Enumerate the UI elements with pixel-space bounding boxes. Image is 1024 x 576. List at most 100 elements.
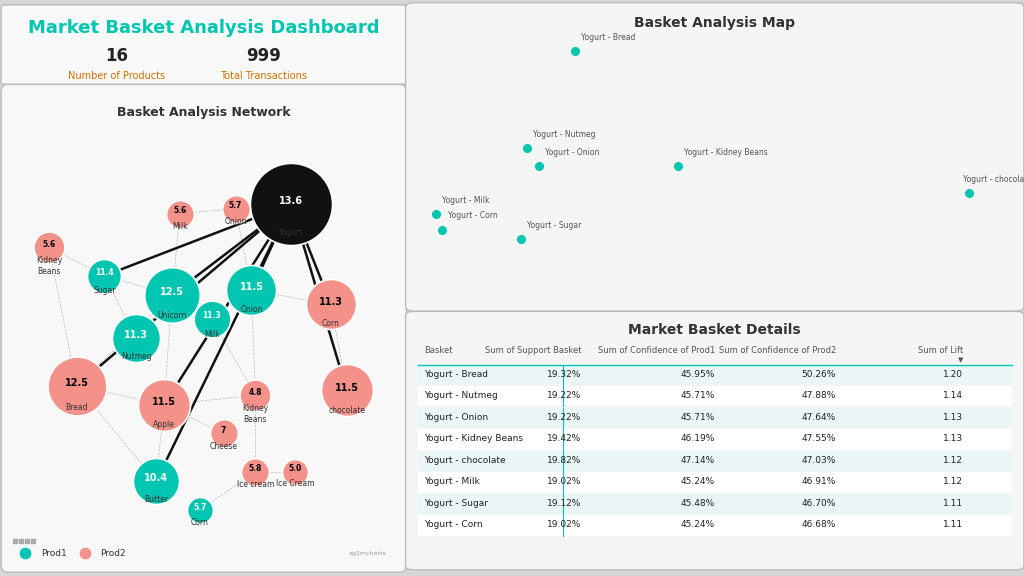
Text: 5.0: 5.0: [289, 464, 302, 473]
Text: ▼: ▼: [957, 357, 964, 363]
Text: 19.82%: 19.82%: [547, 456, 582, 465]
Text: 13.6: 13.6: [280, 196, 303, 206]
Text: 45.24%: 45.24%: [681, 521, 715, 529]
Point: [962, 189, 978, 198]
Text: Basket Analysis Network: Basket Analysis Network: [117, 106, 291, 119]
Text: 47.14%: 47.14%: [681, 456, 715, 465]
Text: 47.03%: 47.03%: [802, 456, 836, 465]
Text: Basket Analysis Map: Basket Analysis Map: [634, 16, 796, 31]
Point: [128, 334, 144, 343]
Text: Number of Products: Number of Products: [68, 71, 165, 81]
Point: [287, 467, 303, 476]
Text: Milk: Milk: [172, 222, 187, 231]
Text: 46.19%: 46.19%: [680, 434, 715, 444]
Text: Yogurt - Onion: Yogurt - Onion: [424, 413, 487, 422]
Text: Corn: Corn: [190, 518, 209, 526]
Text: Yogurt - Kidney Beans: Yogurt - Kidney Beans: [424, 434, 523, 444]
Text: 19.42%: 19.42%: [547, 434, 582, 444]
Point: [518, 143, 535, 153]
FancyBboxPatch shape: [406, 312, 1024, 570]
Text: Yogurt - chocolate: Yogurt - chocolate: [424, 456, 506, 465]
Text: 5.7: 5.7: [194, 503, 207, 511]
Text: Milk: Milk: [204, 329, 219, 339]
Text: 45.71%: 45.71%: [680, 391, 715, 400]
Text: 16: 16: [104, 47, 128, 65]
Point: [16, 548, 33, 558]
Text: 46.91%: 46.91%: [802, 478, 836, 486]
Text: 1.20: 1.20: [943, 370, 964, 378]
Point: [41, 242, 57, 252]
Text: Yogurt - Bread: Yogurt - Bread: [582, 33, 636, 42]
Text: Yogurt - Corn: Yogurt - Corn: [449, 211, 498, 221]
Text: 1.12: 1.12: [943, 478, 964, 486]
Text: 1.13: 1.13: [943, 434, 964, 444]
Text: 12.5: 12.5: [160, 287, 184, 297]
Text: 7: 7: [221, 426, 226, 435]
Point: [567, 47, 584, 56]
Text: Kidney
Beans: Kidney Beans: [243, 404, 268, 424]
Text: 47.55%: 47.55%: [802, 434, 836, 444]
Text: 11.5: 11.5: [335, 382, 358, 393]
Text: 45.71%: 45.71%: [680, 413, 715, 422]
FancyBboxPatch shape: [418, 451, 1012, 471]
Point: [247, 391, 263, 400]
Text: Total Transactions: Total Transactions: [220, 71, 307, 81]
Text: 19.32%: 19.32%: [547, 370, 582, 378]
Text: 19.02%: 19.02%: [547, 478, 582, 486]
Point: [96, 271, 113, 281]
Point: [323, 300, 339, 309]
Text: 10.4: 10.4: [144, 473, 168, 483]
FancyBboxPatch shape: [418, 472, 1012, 492]
Text: Prod1: Prod1: [41, 548, 67, 558]
Text: Nutmeg: Nutmeg: [121, 352, 152, 361]
Text: Cheese: Cheese: [210, 442, 238, 450]
Text: 46.70%: 46.70%: [802, 499, 836, 508]
Text: 11.3: 11.3: [318, 297, 343, 306]
Text: 5.6: 5.6: [42, 240, 55, 249]
FancyBboxPatch shape: [418, 386, 1012, 407]
Text: 19.12%: 19.12%: [547, 499, 582, 508]
Point: [204, 314, 220, 323]
Point: [244, 286, 260, 295]
Text: Market Basket Analysis Dashboard: Market Basket Analysis Dashboard: [28, 18, 380, 36]
Text: 19.22%: 19.22%: [547, 391, 582, 400]
Text: 1.12: 1.12: [943, 456, 964, 465]
Text: 1.11: 1.11: [943, 499, 964, 508]
Text: Yogurt - Kidney Beans: Yogurt - Kidney Beans: [684, 148, 768, 157]
Text: Sum of Confidence of Prod2: Sum of Confidence of Prod2: [719, 346, 836, 355]
Text: 47.64%: 47.64%: [802, 413, 836, 422]
Text: 11.3: 11.3: [124, 330, 148, 340]
Text: Prod2: Prod2: [100, 548, 126, 558]
Point: [191, 505, 208, 514]
Text: ag2mcharts: ag2mcharts: [349, 551, 386, 555]
Point: [513, 234, 529, 243]
Text: 19.22%: 19.22%: [547, 413, 582, 422]
Point: [670, 161, 686, 170]
Text: 11.5: 11.5: [240, 282, 263, 292]
Point: [227, 204, 244, 214]
Text: 5.8: 5.8: [249, 464, 262, 473]
Text: 5.7: 5.7: [229, 202, 243, 210]
Text: Sum of Lift: Sum of Lift: [919, 346, 964, 355]
FancyBboxPatch shape: [1, 5, 407, 84]
Text: 999: 999: [246, 47, 281, 65]
Text: Yogurt - Nutmeg: Yogurt - Nutmeg: [532, 130, 595, 139]
FancyBboxPatch shape: [418, 429, 1012, 449]
Text: Yogurt - Sugar: Yogurt - Sugar: [424, 499, 487, 508]
Point: [247, 467, 263, 476]
Text: Yogurt - Nutmeg: Yogurt - Nutmeg: [424, 391, 498, 400]
FancyBboxPatch shape: [418, 365, 1012, 385]
Text: 11.4: 11.4: [95, 268, 114, 278]
FancyBboxPatch shape: [418, 494, 1012, 514]
Point: [339, 386, 355, 395]
Text: 45.48%: 45.48%: [681, 499, 715, 508]
Point: [215, 429, 231, 438]
Text: Sum of Confidence of Prod1: Sum of Confidence of Prod1: [597, 346, 715, 355]
Point: [147, 477, 164, 486]
Text: Yogurt - Bread: Yogurt - Bread: [424, 370, 487, 378]
Text: 11.5: 11.5: [152, 397, 176, 407]
Text: Onion: Onion: [241, 305, 263, 314]
Text: Unicorn: Unicorn: [158, 311, 186, 320]
Point: [164, 290, 180, 300]
Text: 12.5: 12.5: [65, 378, 89, 388]
